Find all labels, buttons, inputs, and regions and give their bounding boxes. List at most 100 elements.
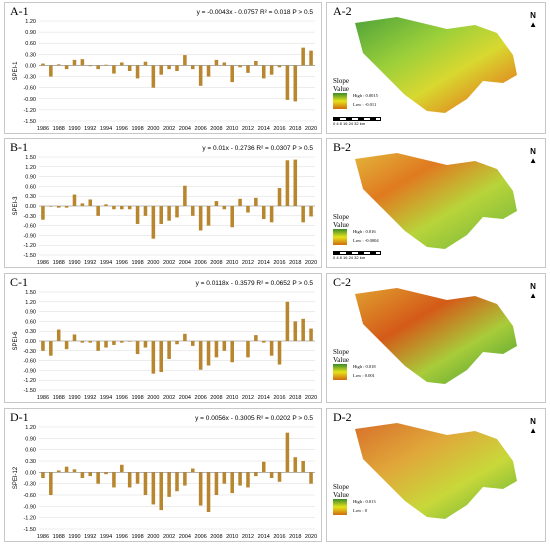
- slope-map: [355, 153, 517, 249]
- y-tick-label: 0.00: [25, 204, 36, 210]
- legend-high: High : 0.016: [353, 229, 376, 234]
- x-tick-label: 2008: [210, 260, 222, 266]
- bar: [96, 472, 100, 484]
- bar: [285, 160, 290, 206]
- map-panel-c2: C-2 N ▲ Slope Value High : 0.018 Low : 0.…: [326, 273, 546, 403]
- regression-equation: y = 0.0056x - 0.3005 R² = 0.0202 P > 0.5: [195, 415, 313, 422]
- panel-label: A-2: [333, 4, 352, 18]
- x-tick-label: 2000: [147, 534, 159, 540]
- x-tick-label: 2016: [273, 395, 285, 401]
- bar: [198, 206, 203, 231]
- y-tick-label: -1.50: [23, 388, 36, 394]
- bar: [269, 65, 274, 75]
- bar: [49, 206, 53, 207]
- bar: [269, 341, 274, 356]
- legend-color-ramp: [333, 364, 347, 380]
- bar: [206, 472, 211, 512]
- x-tick-label: 1994: [100, 126, 112, 132]
- y-tick-label: -0.30: [23, 349, 36, 355]
- bar: [309, 206, 313, 217]
- y-tick-label: -1.50: [23, 527, 36, 533]
- bar: [143, 472, 148, 495]
- chart-panel-a1: A-1 y = -0.0043x - 0.0757 R² = 0.018 P >…: [4, 2, 322, 134]
- x-tick-label: 2020: [305, 126, 317, 132]
- bar: [222, 206, 227, 210]
- bar: [214, 472, 219, 495]
- bar: [261, 341, 266, 343]
- bar: [56, 329, 61, 341]
- x-tick-label: 2000: [147, 126, 159, 132]
- x-tick-label: 1988: [53, 260, 65, 266]
- bar: [88, 199, 93, 206]
- map-legend: Slope Value High : 0.013 Low : 0: [333, 483, 376, 517]
- bar: [72, 334, 77, 341]
- x-tick-label: 1996: [116, 126, 128, 132]
- y-tick-label: 0.90: [25, 175, 36, 181]
- legend-title: Slope: [333, 483, 349, 491]
- x-tick-label: 2004: [179, 395, 191, 401]
- bar: [246, 341, 250, 358]
- legend-color-ramp: [333, 93, 347, 109]
- bar: [175, 65, 179, 71]
- bar: [254, 472, 258, 477]
- bar: [80, 203, 85, 206]
- bar: [49, 341, 53, 356]
- legend-title: Slope: [333, 348, 349, 356]
- bar: [238, 65, 242, 68]
- bar: [198, 65, 203, 86]
- north-arrow-icon: N ▲: [529, 282, 537, 300]
- y-tick-label: -0.30: [23, 214, 36, 220]
- x-tick-label: 2000: [147, 395, 159, 401]
- y-tick-label: -0.60: [23, 224, 36, 230]
- panel-label: C-1: [10, 275, 28, 289]
- bar: [183, 333, 187, 341]
- x-tick-label: 1990: [68, 126, 80, 132]
- x-tick-label: 2020: [305, 534, 317, 540]
- bar: [167, 65, 171, 70]
- x-tick-label: 1986: [37, 260, 49, 266]
- bar: [151, 341, 156, 374]
- bar: [151, 65, 156, 88]
- bar: [64, 466, 69, 473]
- legend-low: Low : 0: [353, 508, 367, 513]
- map-panel-d2: D-2 N ▲ Slope Value High : 0.013 Low : 0: [326, 408, 546, 542]
- bar: [261, 461, 266, 473]
- bar: [190, 65, 195, 70]
- bar: [277, 472, 282, 482]
- x-tick-label: 2010: [226, 534, 238, 540]
- y-tick-label: -0.90: [23, 368, 36, 374]
- x-tick-label: 2010: [226, 126, 238, 132]
- map-region-shape: [355, 423, 517, 519]
- map-panel-b2: B-2 N ▲ Slope Value High : 0.016 Low : -0…: [326, 138, 546, 268]
- bar: [246, 65, 250, 73]
- bar: [135, 472, 140, 484]
- bar: [285, 301, 290, 341]
- bar: [127, 65, 132, 71]
- bar: [230, 341, 234, 363]
- y-tick-label: 1.20: [25, 300, 36, 306]
- y-tick-label: 0.30: [25, 52, 36, 58]
- legend-color-ramp: [333, 499, 347, 515]
- y-tick-label: 0.90: [25, 30, 36, 36]
- bar: [277, 188, 282, 206]
- y-tick-label: 0.60: [25, 184, 36, 190]
- slope-map: [355, 17, 517, 113]
- bar: [254, 197, 258, 206]
- spei-bar-chart: 1.20 0.90 0.60 0.30 0.00 -0.30 -0.60 -0.90 -1.20…: [13, 19, 317, 132]
- bar: [301, 318, 305, 341]
- bar: [80, 341, 85, 343]
- y-tick-label: 0.30: [25, 194, 36, 200]
- row-a: A-1 y = -0.0043x - 0.0757 R² = 0.018 P >…: [0, 0, 550, 136]
- bar: [222, 62, 227, 66]
- x-tick-label: 2002: [163, 534, 175, 540]
- x-tick-label: 2020: [305, 260, 317, 266]
- bar: [41, 206, 45, 220]
- x-tick-label: 2014: [258, 534, 270, 540]
- bar: [104, 341, 108, 348]
- y-tick-label: 1.20: [25, 19, 36, 25]
- bar: [127, 341, 132, 342]
- y-tick-label: 0.90: [25, 310, 36, 316]
- bar: [127, 206, 132, 210]
- x-tick-label: 1986: [37, 126, 49, 132]
- legend-subtitle: Value: [333, 491, 349, 499]
